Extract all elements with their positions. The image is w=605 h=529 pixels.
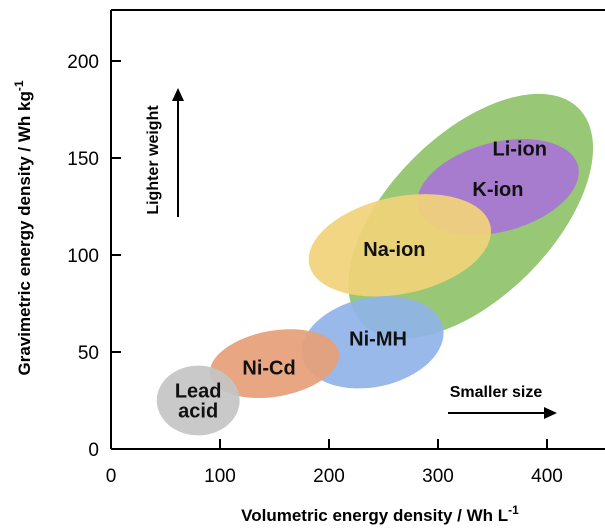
region-na-ion xyxy=(308,194,492,297)
y-axis-title: Gravimetric energy density / Wh kg-1 xyxy=(12,80,34,375)
y-axis-title-main: Gravimetric energy density / Wh kg xyxy=(15,91,34,375)
region-label-line: Ni-Cd xyxy=(242,358,295,380)
region-label-line: Li-ion xyxy=(493,138,547,160)
region-label-line: Lead xyxy=(175,381,222,403)
x-tick-label: 0 xyxy=(106,466,117,487)
x-tick-label: 300 xyxy=(422,466,454,487)
y-tick-label: 100 xyxy=(67,246,99,267)
y-tick-label: 0 xyxy=(88,440,99,461)
region-lead-acid xyxy=(156,365,240,436)
region-label-na-ion: Na-ion xyxy=(363,239,425,261)
region-label-ni-mh: Ni-MH xyxy=(349,328,407,350)
x-axis-title-sup: -1 xyxy=(508,503,519,517)
ticks-layer: 0 100 200 300 400 0 50 100 150 200 xyxy=(67,52,563,487)
region-label-li-ion: Li-ion xyxy=(493,138,547,160)
regions-layer xyxy=(156,93,594,436)
region-label-line: Na-ion xyxy=(363,239,425,261)
right-arrow-icon xyxy=(448,407,557,419)
x-tick-label: 100 xyxy=(204,466,236,487)
region-ni-mh xyxy=(301,296,444,389)
region-ni-cd xyxy=(209,329,340,399)
x-tick-label: 400 xyxy=(531,466,563,487)
region-label-lead-acid: Lead acid xyxy=(175,381,222,423)
region-label-k-ion: K-ion xyxy=(472,179,523,201)
region-labels-layer: Li-ion K-ion Na-ion Ni-MH Ni-Cd Lead acid xyxy=(175,138,547,422)
y-tick-label: 200 xyxy=(67,52,99,73)
x-axis-title-main: Volumetric energy density / Wh L xyxy=(241,506,508,525)
y-tick-label: 150 xyxy=(67,149,99,170)
y-axis-title-sup: -1 xyxy=(12,80,26,91)
up-arrow-icon xyxy=(172,88,184,217)
x-axis-title: Volumetric energy density / Wh L-1 xyxy=(241,503,519,525)
region-label-line: K-ion xyxy=(472,179,523,201)
region-label-line: acid xyxy=(178,401,218,423)
lighter-weight-label: Lighter weight xyxy=(145,105,162,215)
region-label-line: Ni-MH xyxy=(349,328,407,350)
smaller-size-label: Smaller size xyxy=(450,384,543,401)
region-label-ni-cd: Ni-Cd xyxy=(242,358,295,380)
x-tick-label: 200 xyxy=(313,466,345,487)
y-tick-label: 50 xyxy=(78,343,99,364)
